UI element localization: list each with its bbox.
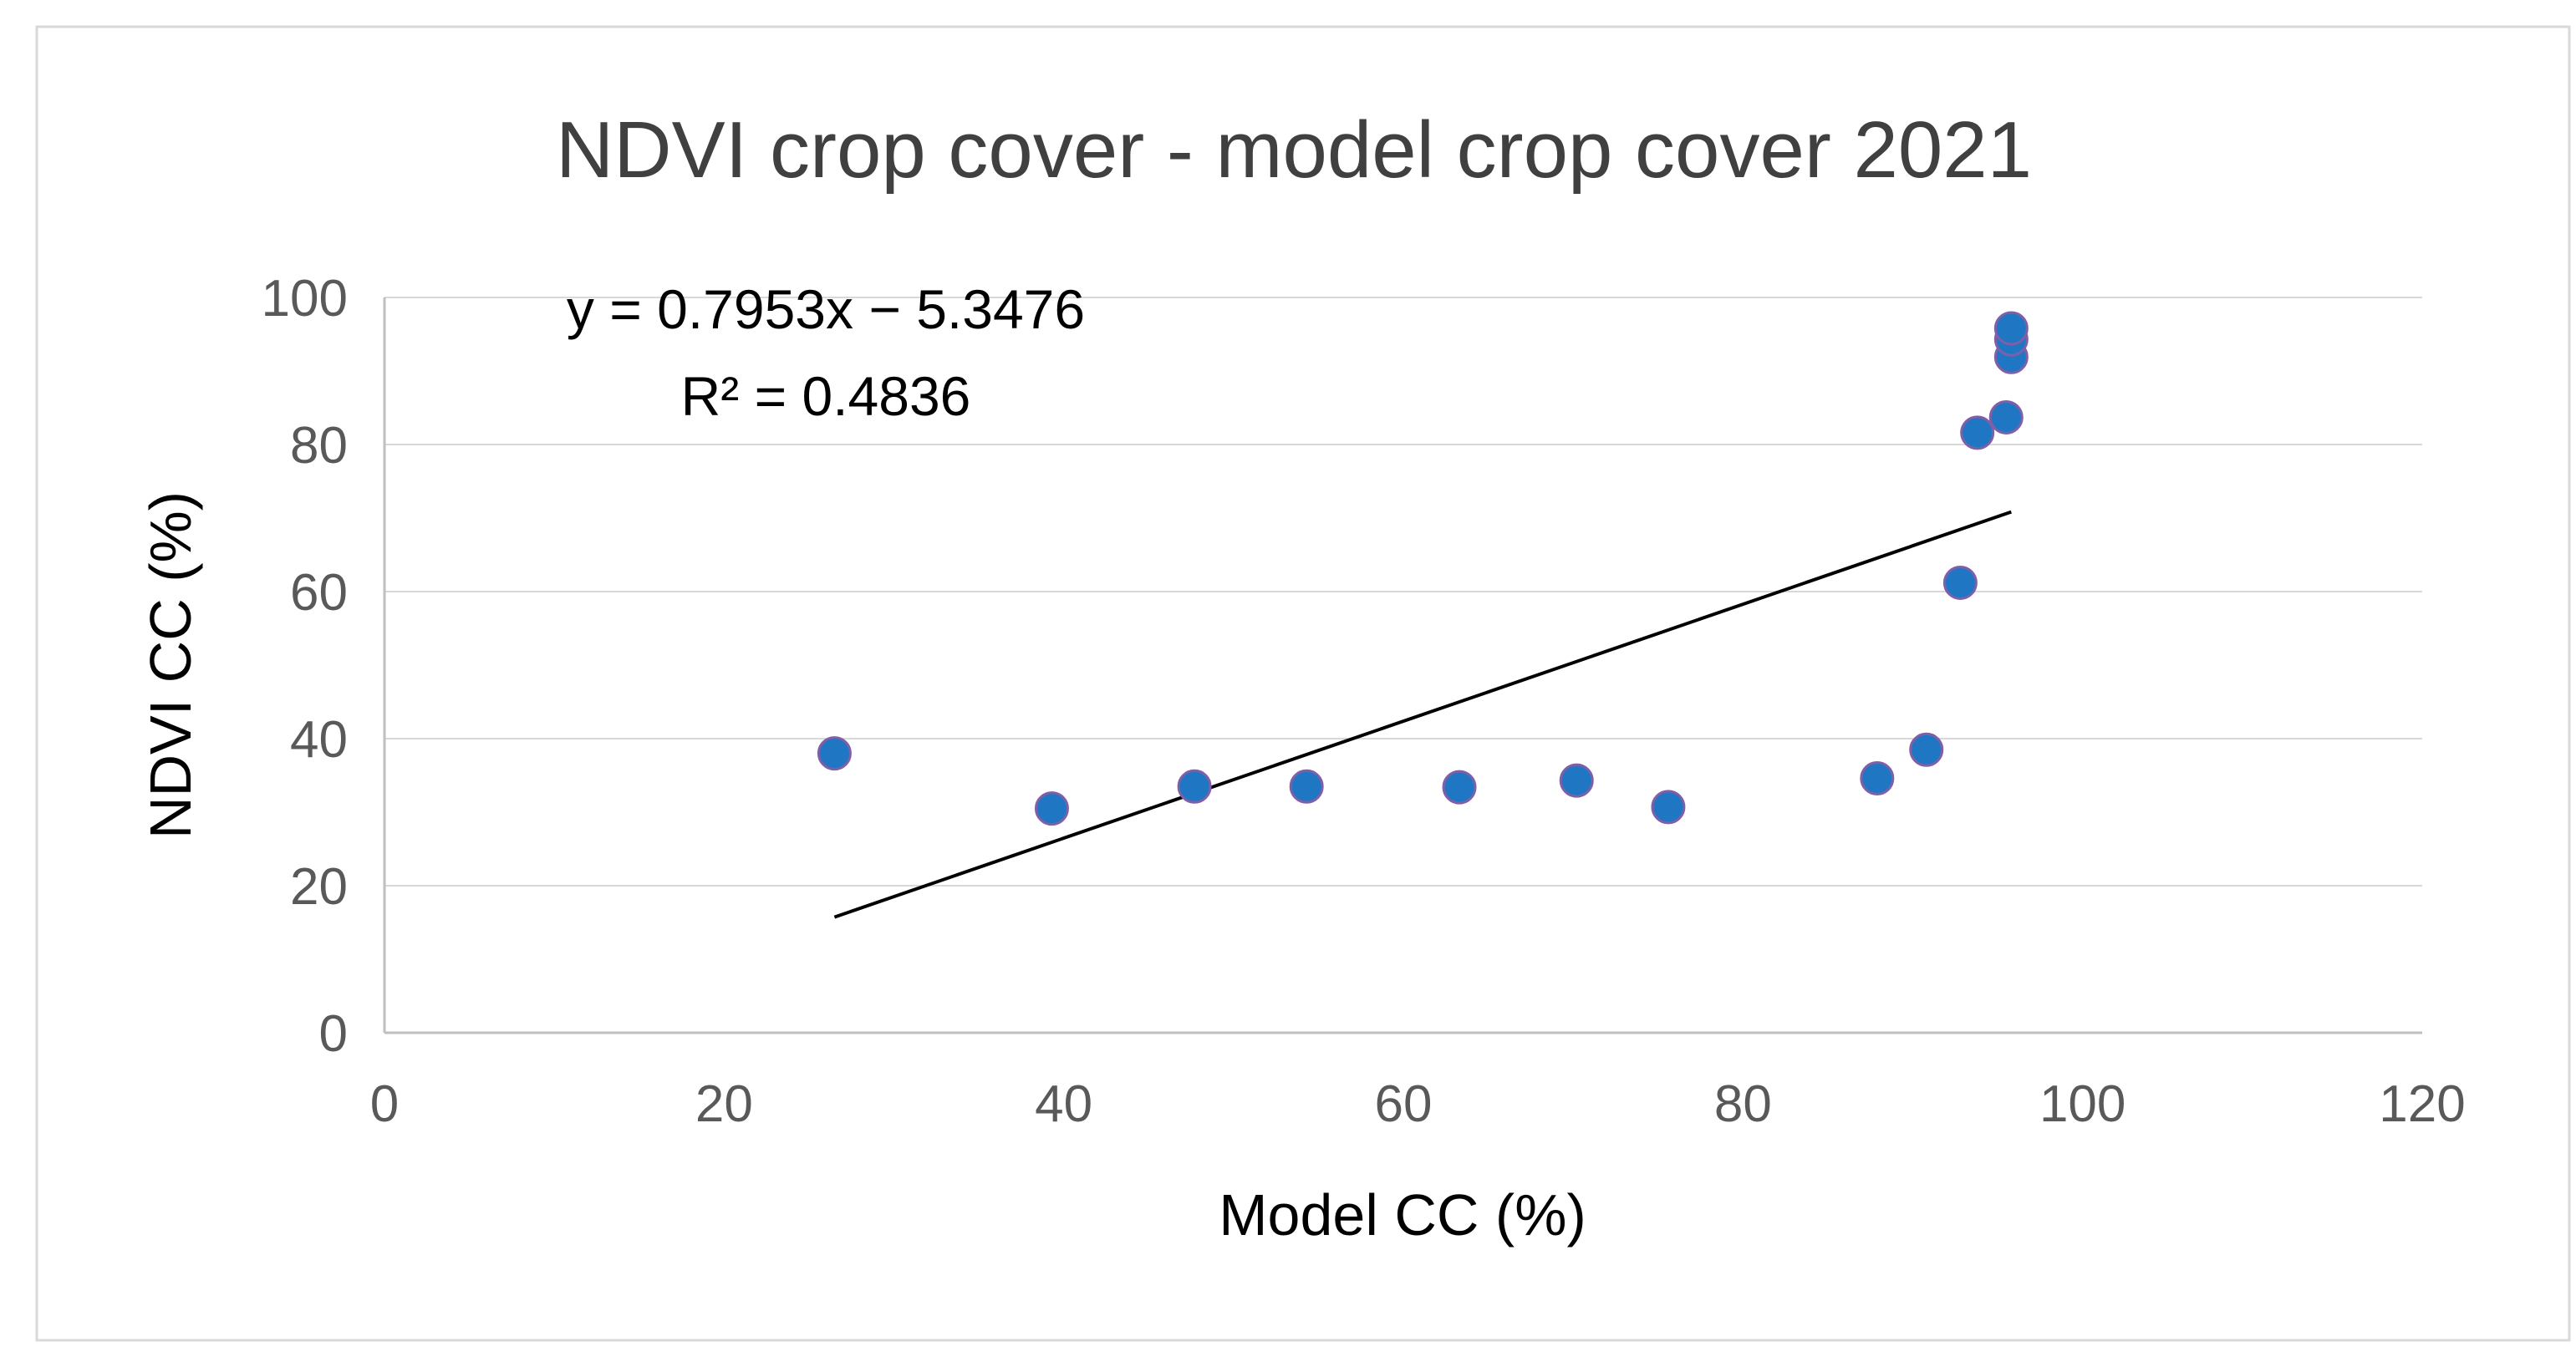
x-tick-label-120: 120 xyxy=(2379,1075,2465,1133)
chart-border xyxy=(35,25,2571,1342)
data-point-15 xyxy=(1993,311,2029,346)
y-axis-ticks: 0 20 40 60 80 100 xyxy=(262,270,348,1063)
x-tick-label-100: 100 xyxy=(2039,1075,2125,1133)
data-point-7 xyxy=(1651,790,1686,825)
data-point-1 xyxy=(817,736,852,771)
data-point-12 xyxy=(1988,399,2024,434)
x-tick-label-40: 40 xyxy=(1035,1075,1092,1133)
data-point-2 xyxy=(1034,791,1069,826)
data-point-11 xyxy=(1960,415,1995,450)
data-point-6 xyxy=(1559,763,1594,798)
y-tick-label-60: 60 xyxy=(290,564,348,622)
data-point-5 xyxy=(1442,770,1477,805)
data-point-10 xyxy=(1942,565,1978,600)
y-axis-title: NDVI CC (%) xyxy=(138,491,203,839)
trendline-equation: y = 0.7953x − 5.3476 xyxy=(567,278,1085,340)
axes xyxy=(383,297,2422,1034)
y-tick-label-80: 80 xyxy=(290,417,348,475)
scatter-points xyxy=(817,311,2029,826)
data-point-8 xyxy=(1860,761,1895,796)
gridlines xyxy=(384,297,2422,887)
trendline xyxy=(833,510,2012,919)
x-tick-label-60: 60 xyxy=(1375,1075,1433,1133)
chart-title: NDVI crop cover - model crop cover 2021 xyxy=(556,105,2032,195)
y-tick-label-20: 20 xyxy=(290,858,348,916)
x-axis-title: Model CC (%) xyxy=(1219,1182,1586,1248)
x-tick-label-20: 20 xyxy=(695,1075,753,1133)
x-axis-ticks: 0 20 40 60 80 100 120 xyxy=(370,1075,2466,1133)
trendline-r2: R² = 0.4836 xyxy=(681,365,971,427)
data-point-9 xyxy=(1909,732,1944,767)
x-tick-label-80: 80 xyxy=(1714,1075,1772,1133)
y-tick-label-0: 0 xyxy=(319,1005,348,1063)
data-point-3 xyxy=(1177,769,1212,804)
y-tick-label-40: 40 xyxy=(290,711,348,769)
trendline-group xyxy=(833,510,2012,919)
x-tick-label-0: 0 xyxy=(370,1075,399,1133)
y-tick-label-100: 100 xyxy=(262,270,348,328)
data-point-4 xyxy=(1289,769,1324,804)
